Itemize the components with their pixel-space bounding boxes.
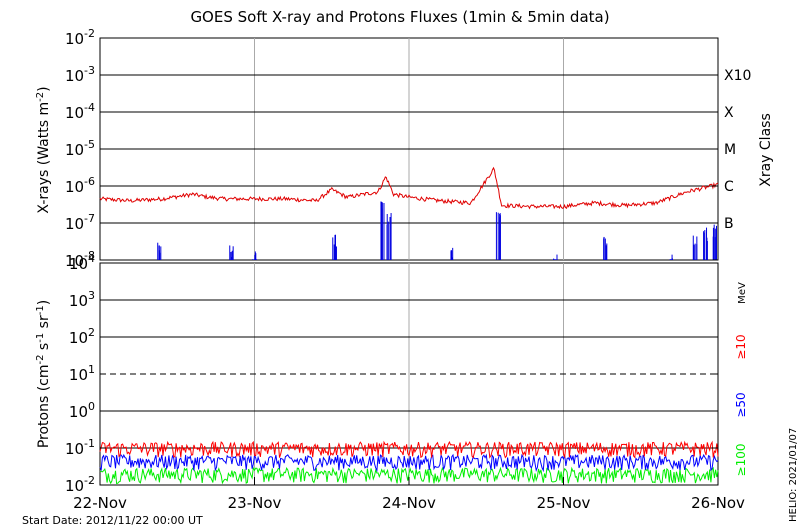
x-tick-label: 22-Nov — [73, 494, 127, 512]
xray-series — [99, 166, 719, 260]
proton-series-line — [99, 466, 719, 485]
proton-y-axis-label: Protons (cm-2 s-1 sr-1) — [35, 300, 53, 448]
proton-y-tick-label: 101 — [69, 363, 95, 384]
xray-y-tick-label: 10-7 — [65, 212, 95, 233]
proton-y-ticks: 10-2 10-1 100 101 102 103 104 — [65, 252, 718, 495]
xray-class-labels: X10 X M C B — [724, 68, 751, 232]
x-tick-label: 23-Nov — [228, 494, 282, 512]
proton-energy-legend-label: ≥10 — [734, 334, 748, 359]
start-date-label: Start Date: 2012/11/22 00:00 UT — [22, 514, 203, 527]
credit-label: HELIO: 2021/01/07 — [788, 428, 799, 522]
proton-y-tick-label: 10-1 — [65, 437, 95, 458]
proton-series — [99, 440, 719, 485]
proton-panel: 10-2 10-1 100 101 102 103 104 MeV ≥10 ≥50 ≥100 Pr… — [35, 252, 749, 495]
x-axis-ticks: 22-Nov 23-Nov 24-Nov 25-Nov 26-Nov — [73, 477, 745, 512]
xray-class-label: X10 — [724, 68, 751, 84]
xray-class-label: M — [724, 142, 736, 158]
x-tick-label: 26-Nov — [691, 494, 745, 512]
xray-y-tick-label: 10-2 — [65, 27, 95, 48]
xray-class-label: B — [724, 216, 734, 232]
proton-energy-legend-label: ≥100 — [734, 444, 748, 477]
proton-y-tick-label: 102 — [69, 326, 95, 347]
proton-series-line — [99, 453, 719, 473]
xray-class-label: C — [724, 179, 734, 195]
xray-y-tick-label: 10-4 — [65, 101, 95, 122]
xray-long-series-line — [99, 166, 719, 210]
xray-panel: 10-8 10-7 10-6 10-5 10-4 10-3 10-2 X10 X M C B X-r… — [35, 27, 775, 270]
xray-y-axis-label: X-rays (Watts m-2) — [35, 86, 53, 213]
xray-y-tick-label: 10-6 — [65, 175, 95, 196]
proton-energy-labels: MeV ≥10 ≥50 ≥100 — [734, 282, 748, 476]
proton-y-tick-label: 10-2 — [65, 474, 95, 495]
x-tick-label: 25-Nov — [537, 494, 591, 512]
proton-y-tick-label: 104 — [69, 252, 95, 273]
xray-grid — [100, 38, 718, 260]
proton-energy-legend-label: ≥50 — [734, 392, 748, 417]
xray-class-axis-title: Xray Class — [758, 113, 774, 187]
chart-title: GOES Soft X-ray and Protons Fluxes (1min… — [190, 8, 609, 26]
proton-y-tick-label: 103 — [69, 289, 95, 310]
xray-y-tick-label: 10-8 — [65, 249, 95, 270]
proton-unit-label: MeV — [737, 282, 748, 304]
xray-y-tick-label: 10-5 — [65, 138, 95, 159]
proton-y-tick-label: 100 — [69, 400, 95, 421]
proton-series-line — [99, 440, 719, 459]
x-tick-label: 24-Nov — [382, 494, 436, 512]
xray-y-tick-label: 10-3 — [65, 64, 95, 85]
xray-y-ticks: 10-8 10-7 10-6 10-5 10-4 10-3 10-2 — [65, 27, 718, 270]
xray-class-label: X — [724, 105, 734, 121]
